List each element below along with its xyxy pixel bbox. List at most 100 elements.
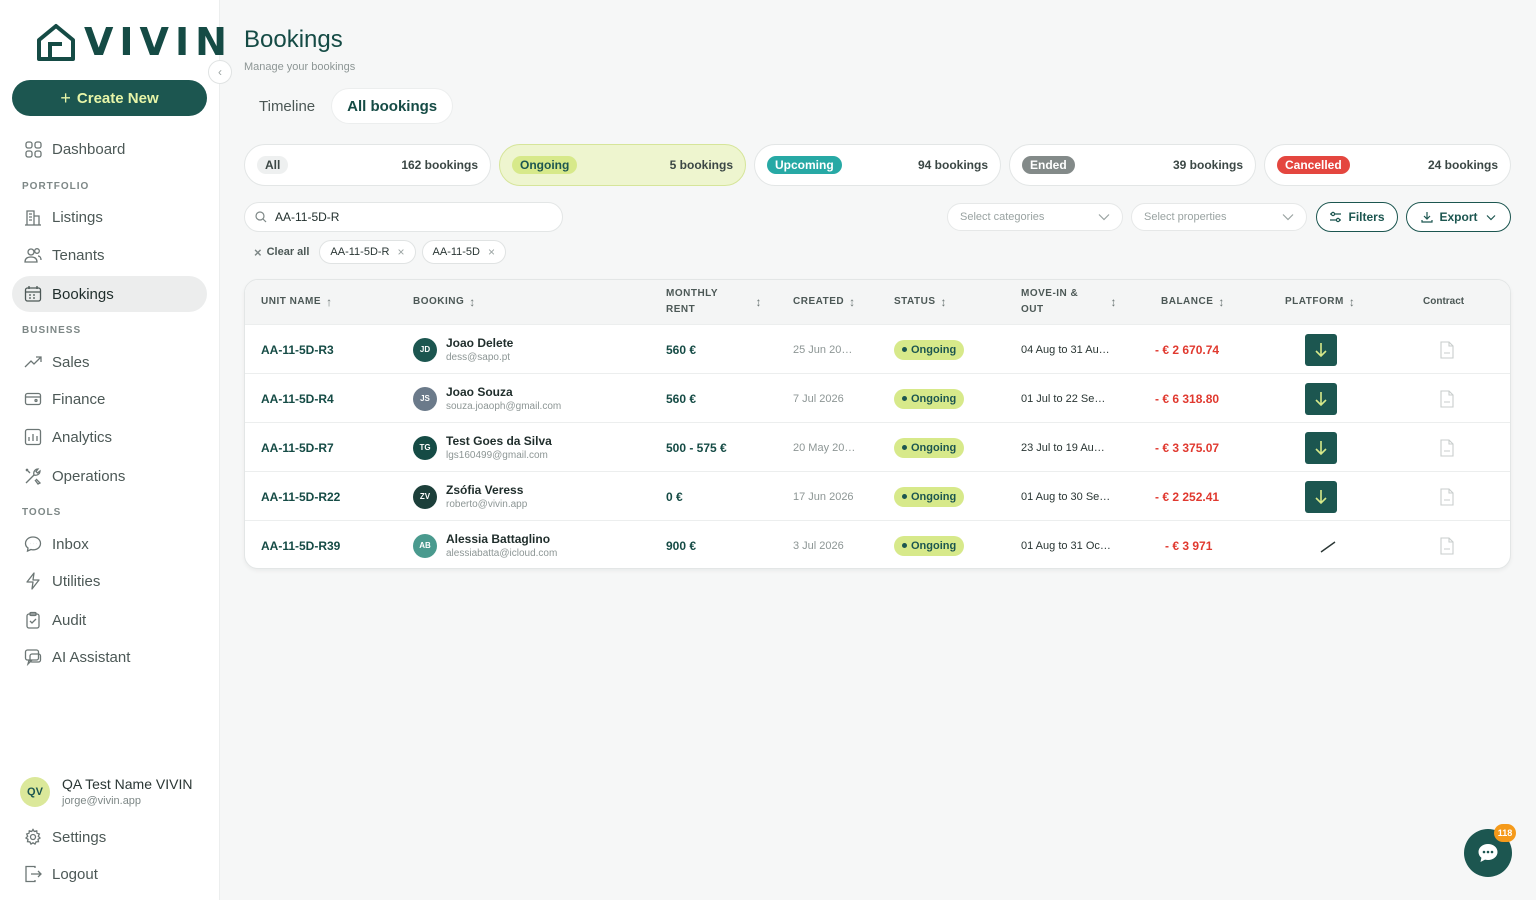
- column-header-label: MOVE-IN & OUT: [1021, 286, 1078, 318]
- tenant-name[interactable]: Joao Souza: [446, 385, 513, 399]
- status-card-ongoing[interactable]: Ongoing 5 bookings: [499, 144, 746, 186]
- platform-download-button[interactable]: [1305, 431, 1337, 464]
- column-header-booking[interactable]: BOOKING ↕: [413, 280, 476, 324]
- platform-download-button[interactable]: [1305, 382, 1337, 415]
- select-categories-placeholder: Select categories: [960, 211, 1045, 223]
- sidebar-item-utilities[interactable]: Utilities: [12, 563, 207, 599]
- filter-chip[interactable]: AA-11-5D ×: [421, 240, 507, 264]
- sidebar-item-sales[interactable]: Sales: [12, 344, 207, 380]
- sidebar-item-label: Audit: [52, 611, 87, 629]
- column-header-unit-name[interactable]: UNIT NAME ↑: [261, 280, 333, 324]
- filter-chip[interactable]: AA-11-5D-R ×: [319, 240, 416, 264]
- status-card-all[interactable]: All 162 bookings: [244, 144, 491, 186]
- tenant-email: dess@sapo.pt: [446, 352, 511, 363]
- column-header-contract: Contract: [1423, 280, 1464, 324]
- status-card-ended[interactable]: Ended 39 bookings: [1009, 144, 1256, 186]
- search-input[interactable]: [275, 210, 545, 224]
- sidebar-item-logout[interactable]: Logout: [12, 856, 207, 892]
- arrow-down-icon: [1315, 489, 1327, 504]
- created-date: 25 Jun 20…: [793, 343, 853, 356]
- export-button[interactable]: Export: [1406, 202, 1511, 232]
- sidebar-item-operations[interactable]: Operations: [12, 458, 207, 494]
- unit-name[interactable]: AA-11-5D-R3: [261, 342, 334, 357]
- user-name: QA Test Name VIVIN: [62, 776, 193, 792]
- status-pill-upcoming: Upcoming: [767, 156, 842, 174]
- table-row[interactable]: AA-11-5D-R4 JS Joao Souza souza.joaoph@gm…: [245, 373, 1510, 422]
- page-title: Bookings: [244, 26, 343, 53]
- document-icon[interactable]: [1439, 487, 1455, 506]
- status-count: 24 bookings: [1427, 158, 1498, 172]
- sidebar-item-analytics[interactable]: Analytics: [12, 419, 207, 455]
- sidebar-item-finance[interactable]: Finance: [12, 381, 207, 417]
- platform-download-button[interactable]: [1305, 333, 1337, 366]
- status-badge: Ongoing: [894, 388, 965, 409]
- no-platform-icon: [1320, 540, 1336, 553]
- create-new-button[interactable]: + Create New: [12, 80, 207, 116]
- column-header-monthly-rent[interactable]: MONTHLY RENT ↕: [666, 280, 762, 324]
- monthly-rent: 560 €: [666, 342, 697, 357]
- monthly-rent: 0 €: [666, 489, 683, 504]
- sidebar-item-label: Dashboard: [52, 140, 126, 158]
- table-row[interactable]: AA-11-5D-R7 TG Test Goes da Silva lgs1604…: [245, 422, 1510, 471]
- column-header-balance[interactable]: BALANCE ↕: [1161, 280, 1225, 324]
- unit-name[interactable]: AA-11-5D-R4: [261, 391, 334, 406]
- unit-name[interactable]: AA-11-5D-R22: [261, 489, 341, 504]
- document-icon[interactable]: [1439, 389, 1455, 408]
- status-badge-label: Ongoing: [911, 490, 957, 503]
- sidebar-item-audit[interactable]: Audit: [12, 602, 207, 638]
- platform-download-button[interactable]: [1305, 480, 1337, 513]
- sidebar-item-inbox[interactable]: Inbox: [12, 526, 207, 562]
- status-card-upcoming[interactable]: Upcoming 94 bookings: [754, 144, 1001, 186]
- tab-all-bookings[interactable]: All bookings: [332, 89, 453, 123]
- document-icon[interactable]: [1439, 438, 1455, 457]
- sidebar-item-listings[interactable]: Listings: [12, 199, 207, 235]
- sidebar-item-bookings[interactable]: Bookings: [12, 276, 207, 312]
- status-card-cancelled[interactable]: Cancelled 24 bookings: [1264, 144, 1511, 186]
- filters-label: Filters: [1348, 210, 1385, 224]
- document-icon[interactable]: [1439, 536, 1455, 555]
- building-icon: [23, 207, 43, 227]
- chevron-left-icon: ‹: [218, 65, 222, 79]
- select-properties[interactable]: Select properties: [1131, 203, 1307, 231]
- column-header-move-in-out[interactable]: MOVE-IN & OUT ↕: [1021, 280, 1117, 324]
- user-profile[interactable]: QV QA Test Name VIVIN jorge@vivin.app: [20, 776, 192, 807]
- tenant-name[interactable]: Joao Delete: [446, 336, 514, 350]
- tenant-name[interactable]: Alessia Battaglino: [446, 532, 551, 546]
- document-icon[interactable]: [1439, 340, 1455, 359]
- select-categories[interactable]: Select categories: [947, 203, 1123, 231]
- gear-icon: [23, 827, 43, 847]
- sidebar-item-ai-assistant[interactable]: AI Assistant: [12, 639, 207, 675]
- status-pill-ended: Ended: [1022, 156, 1075, 174]
- tenant-name[interactable]: Test Goes da Silva: [446, 434, 552, 448]
- column-header-status[interactable]: STATUS ↕: [894, 280, 947, 324]
- unit-name[interactable]: AA-11-5D-R39: [261, 538, 341, 553]
- tenant-email: alessiabatta@icloud.com: [446, 548, 558, 559]
- column-header-created[interactable]: CREATED ↕: [793, 280, 856, 324]
- unit-name[interactable]: AA-11-5D-R7: [261, 440, 334, 455]
- filters-button[interactable]: Filters: [1316, 202, 1398, 232]
- tenant-email: roberto@vivin.app: [446, 499, 528, 510]
- column-header-platform[interactable]: PLATFORM ↕: [1285, 280, 1355, 324]
- table-row[interactable]: AA-11-5D-R39 AB Alessia Battaglino alessi…: [245, 520, 1510, 568]
- bookings-table: UNIT NAME ↑ BOOKING ↕ MONTHLY RENT ↕ CREATED…: [244, 279, 1511, 569]
- table-row[interactable]: AA-11-5D-R22 ZV Zsófia Veress roberto@viv…: [245, 471, 1510, 520]
- close-icon[interactable]: ×: [397, 245, 405, 259]
- house-logo-icon: [37, 24, 75, 61]
- sidebar-item-settings[interactable]: Settings: [12, 819, 207, 855]
- move-in-out: 01 Jul to 22 Se…: [1021, 392, 1106, 405]
- sidebar-item-tenants[interactable]: Tenants: [12, 237, 207, 273]
- status-dot-icon: [902, 494, 907, 499]
- close-icon[interactable]: ×: [488, 245, 496, 259]
- sort-icon: ↕: [1348, 295, 1356, 309]
- column-header-label: UNIT NAME: [261, 296, 322, 307]
- tenant-name[interactable]: Zsófia Veress: [446, 483, 524, 497]
- table-row[interactable]: AA-11-5D-R3 JD Joao Delete dess@sapo.pt 5…: [245, 324, 1510, 373]
- status-dot-icon: [902, 347, 907, 352]
- tab-timeline[interactable]: Timeline: [259, 97, 316, 115]
- collapse-sidebar-button[interactable]: ‹: [208, 60, 232, 84]
- chat-unread-badge: 118: [1494, 824, 1516, 842]
- clear-all-button[interactable]: × Clear all: [244, 240, 319, 264]
- sidebar-item-dashboard[interactable]: Dashboard: [12, 131, 207, 167]
- table-header: UNIT NAME ↑ BOOKING ↕ MONTHLY RENT ↕ CREATED…: [245, 280, 1510, 324]
- logo[interactable]: VIVIN: [36, 22, 233, 62]
